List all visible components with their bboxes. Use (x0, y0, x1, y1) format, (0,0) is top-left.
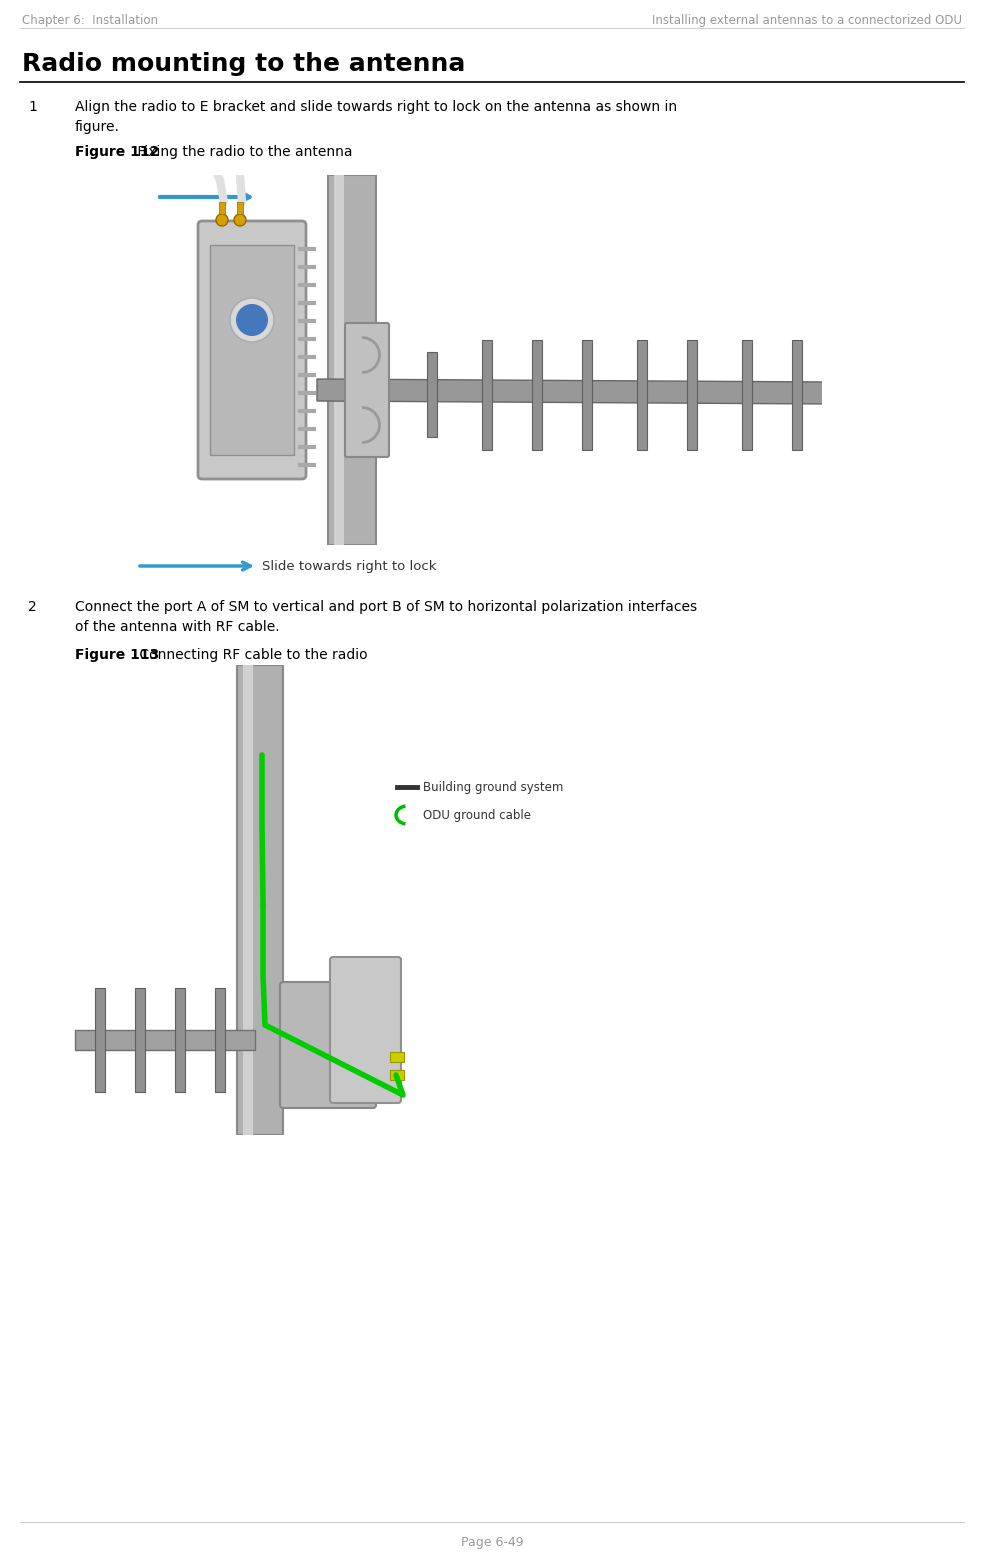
Text: Installing external antennas to a connectorized ODU: Installing external antennas to a connec… (652, 14, 962, 26)
Bar (377, 352, 387, 437)
Text: 2: 2 (28, 601, 36, 615)
Bar (210, 244, 294, 454)
Text: Chapter 6:  Installation: Chapter 6: Installation (22, 14, 158, 26)
Bar (582, 341, 592, 450)
Text: Figure 113: Figure 113 (75, 647, 159, 661)
Polygon shape (317, 380, 829, 405)
Bar (334, 174, 344, 545)
Bar (175, 988, 185, 1092)
Bar (237, 202, 243, 215)
Bar (390, 1052, 404, 1063)
Text: Align the radio to E bracket and slide towards right to lock on the antenna as s: Align the radio to E bracket and slide t… (75, 100, 677, 134)
Text: Building ground system: Building ground system (423, 781, 564, 794)
Text: Connecting RF cable to the radio: Connecting RF cable to the radio (135, 647, 368, 661)
Bar (482, 341, 492, 450)
Bar (215, 988, 225, 1092)
Bar (390, 1071, 404, 1080)
Circle shape (230, 299, 274, 342)
Text: Figure 112: Figure 112 (75, 145, 159, 159)
Bar (532, 341, 542, 450)
Bar (237, 664, 283, 1134)
Bar (637, 341, 647, 450)
FancyBboxPatch shape (345, 324, 389, 457)
Bar (687, 341, 697, 450)
Text: Connect the port A of SM to vertical and port B of SM to horizontal polarization: Connect the port A of SM to vertical and… (75, 601, 697, 633)
Text: ODU ground cable: ODU ground cable (423, 809, 531, 822)
Bar (219, 202, 225, 215)
Bar (75, 1030, 255, 1050)
FancyBboxPatch shape (198, 221, 306, 479)
Bar (792, 341, 802, 450)
FancyBboxPatch shape (330, 957, 401, 1103)
Text: Radio mounting to the antenna: Radio mounting to the antenna (22, 51, 465, 76)
Text: 1: 1 (28, 100, 36, 114)
Text: Slide towards right to lock: Slide towards right to lock (262, 560, 437, 573)
FancyBboxPatch shape (280, 982, 376, 1108)
Bar (95, 988, 105, 1092)
Bar (328, 174, 376, 545)
Circle shape (236, 303, 268, 336)
Text: Page 6-49: Page 6-49 (461, 1536, 523, 1550)
Bar (427, 352, 437, 437)
Bar (243, 664, 253, 1134)
Bar (742, 341, 752, 450)
Circle shape (234, 215, 246, 226)
Circle shape (216, 215, 228, 226)
Bar (135, 988, 145, 1092)
Text: Fixing the radio to the antenna: Fixing the radio to the antenna (133, 145, 352, 159)
